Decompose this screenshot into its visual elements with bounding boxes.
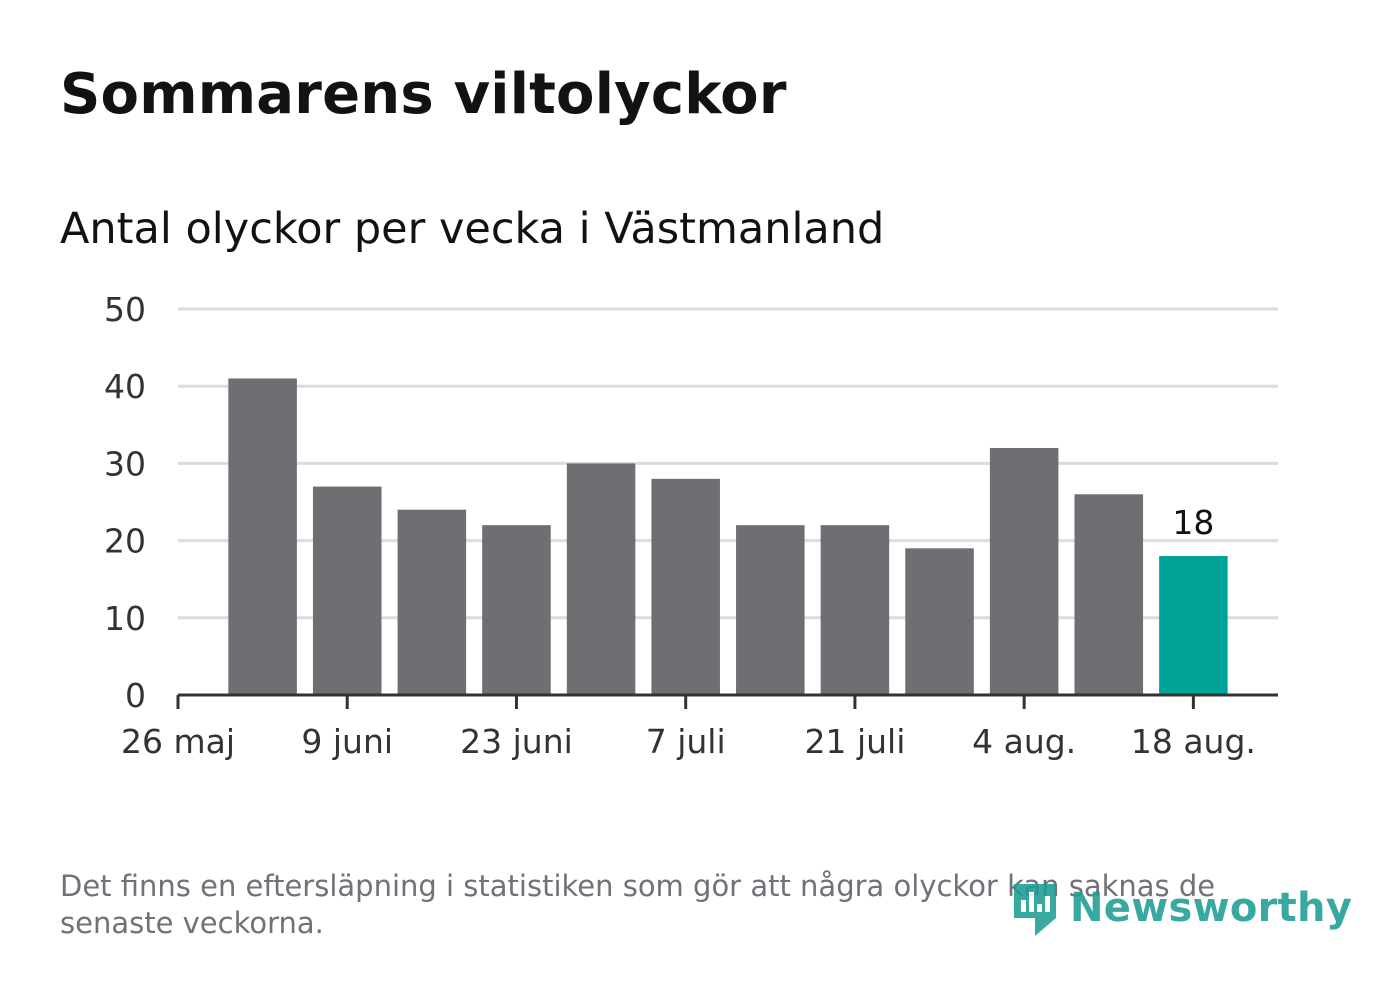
y-tick-label: 20 bbox=[104, 522, 146, 561]
bar bbox=[736, 525, 805, 695]
chart-subtitle: Antal olyckor per vecka i Västmanland bbox=[60, 204, 885, 254]
bar bbox=[566, 463, 636, 695]
bar bbox=[1159, 556, 1228, 695]
x-tick-label: 7 juli bbox=[646, 722, 726, 761]
bars bbox=[228, 378, 1228, 695]
x-axis bbox=[176, 693, 1278, 709]
x-tick-label: 9 juni bbox=[301, 722, 393, 761]
bar bbox=[989, 447, 1059, 695]
bar bbox=[228, 378, 297, 695]
x-tick-label: 26 maj bbox=[121, 722, 235, 761]
newsworthy-logo-icon bbox=[1014, 884, 1056, 936]
bar bbox=[482, 525, 551, 695]
footnote: Det finns en eftersläpning i statistiken… bbox=[60, 869, 1216, 940]
y-tick-label: 0 bbox=[125, 676, 146, 715]
bar-chart: 0 10 20 30 40 50 26 maj 9 juni 23 juni 7 juli 21 j… bbox=[104, 290, 1278, 761]
labels: 0 10 20 30 40 50 26 maj 9 juni 23 juni 7 juli 21 j… bbox=[104, 290, 1256, 761]
y-tick-label: 50 bbox=[104, 290, 146, 329]
logo-text: Newsworthy bbox=[1070, 885, 1353, 931]
x-tick-label: 4 aug. bbox=[972, 722, 1076, 761]
bar bbox=[905, 548, 974, 695]
x-tick-label: 18 aug. bbox=[1131, 722, 1256, 761]
y-tick-label: 30 bbox=[104, 444, 146, 483]
bar bbox=[820, 525, 890, 695]
bar bbox=[312, 486, 382, 695]
chart-title: Sommarens viltolyckor bbox=[60, 62, 787, 127]
y-tick-label: 40 bbox=[104, 367, 146, 406]
bar bbox=[1074, 494, 1144, 695]
newsworthy-logo: Newsworthy bbox=[1010, 876, 1352, 940]
data-label: 18 bbox=[1172, 503, 1214, 542]
x-tick-label: 23 juni bbox=[460, 722, 573, 761]
bar bbox=[651, 478, 720, 695]
y-tick-label: 10 bbox=[104, 599, 146, 638]
bar bbox=[397, 509, 467, 695]
x-tick-label: 21 juli bbox=[804, 722, 905, 761]
